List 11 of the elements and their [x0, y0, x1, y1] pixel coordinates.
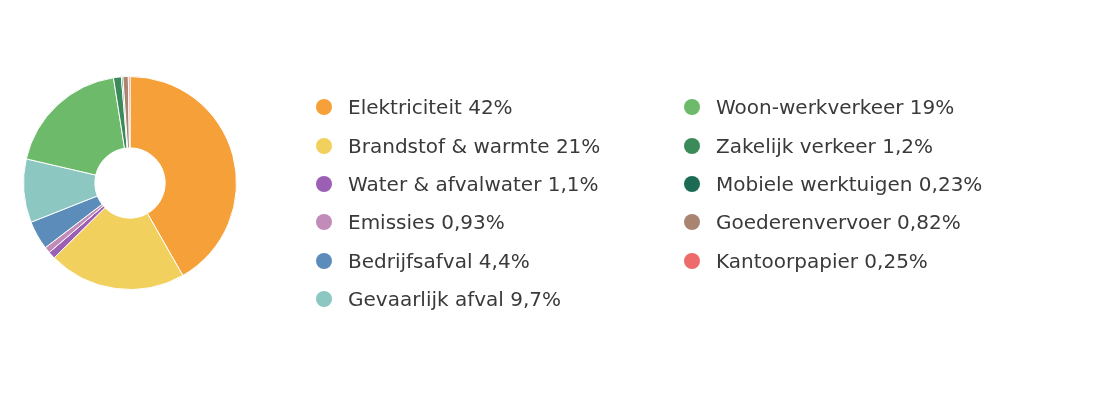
legend-label: Gevaarlijk afval 9,7% — [348, 287, 562, 312]
legend-label: Goederenvervoer 0,82% — [716, 210, 961, 235]
legend-label: Kantoorpapier 0,25% — [716, 248, 928, 273]
legend-label: Water & afvalwater 1,1% — [348, 171, 599, 196]
legend-label: Bedrijfsafval 4,4% — [348, 248, 530, 273]
legend-label: Elektriciteit 42% — [348, 95, 513, 120]
legend-label: Zakelijk verkeer 1,2% — [716, 133, 933, 158]
legend-label: Mobiele werktuigen 0,23% — [716, 171, 983, 196]
legend-label: Brandstof & warmte 21% — [348, 133, 601, 158]
legend-label: Emissies 0,93% — [348, 210, 505, 235]
legend-label: Woon-werkverkeer 19% — [716, 95, 955, 120]
